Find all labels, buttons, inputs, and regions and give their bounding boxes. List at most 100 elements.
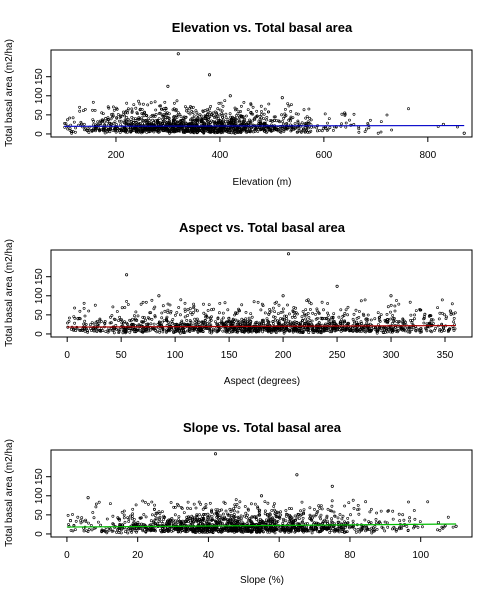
- data-point: [162, 516, 166, 519]
- data-point: [302, 312, 306, 316]
- data-point: [144, 515, 148, 519]
- data-point: [338, 528, 342, 532]
- data-point: [259, 526, 263, 530]
- data-point: [135, 530, 138, 534]
- data-point: [124, 329, 128, 333]
- data-point: [209, 119, 213, 123]
- data-point: [307, 529, 311, 533]
- y-tick-label: 0: [34, 131, 45, 137]
- x-tick-label: 60: [274, 550, 286, 561]
- data-point: [294, 327, 297, 331]
- data-point: [275, 127, 279, 131]
- data-point: [315, 126, 319, 130]
- data-point: [220, 522, 224, 525]
- data-point: [79, 120, 83, 124]
- data-point: [318, 530, 321, 533]
- data-point: [137, 99, 140, 103]
- data-point: [235, 131, 239, 134]
- data-point: [82, 322, 86, 326]
- data-point: [352, 319, 356, 323]
- data-point: [249, 122, 253, 125]
- data-point: [163, 108, 167, 112]
- data-point: [321, 127, 325, 131]
- data-point: [284, 127, 287, 131]
- data-point: [172, 121, 175, 125]
- data-point: [401, 326, 405, 330]
- data-point: [170, 320, 174, 324]
- data-point: [212, 307, 216, 311]
- data-point: [130, 110, 134, 113]
- data-point: [138, 516, 142, 520]
- data-point: [163, 116, 167, 119]
- data-point: [121, 321, 125, 325]
- data-point: [94, 127, 98, 131]
- data-point: [87, 309, 91, 313]
- data-point: [150, 527, 153, 531]
- trend-line: [63, 124, 465, 127]
- x-ticks: 200 400 600 800: [108, 137, 437, 161]
- data-point: [199, 114, 203, 118]
- data-point: [385, 328, 389, 332]
- plot-frame: [50, 49, 473, 138]
- data-point: [357, 130, 361, 134]
- data-point: [315, 307, 319, 311]
- data-point: [446, 515, 450, 519]
- data-point: [320, 529, 324, 532]
- data-point: [122, 516, 126, 520]
- data-point: [416, 525, 420, 529]
- data-point: [202, 302, 205, 306]
- data-point: [91, 511, 95, 514]
- data-point: [160, 520, 163, 524]
- data-point: [314, 317, 318, 321]
- data-point: [195, 515, 199, 519]
- data-point: [115, 530, 118, 534]
- data-point: [120, 527, 124, 531]
- data-point: [323, 112, 327, 116]
- data-point: [336, 328, 339, 332]
- data-point: [166, 308, 170, 312]
- data-point: [82, 529, 86, 533]
- data-point: [183, 309, 187, 313]
- data-point: [308, 116, 312, 120]
- data-point: [66, 321, 69, 325]
- data-point: [287, 312, 291, 316]
- x-tick-label: 200: [275, 350, 292, 361]
- data-point: [300, 319, 304, 323]
- data-point: [281, 307, 285, 311]
- data-point: [165, 121, 169, 125]
- data-point: [92, 119, 96, 123]
- data-point: [407, 326, 411, 330]
- data-point: [379, 509, 383, 513]
- data-point: [109, 315, 112, 319]
- data-point: [221, 316, 225, 320]
- data-point: [134, 310, 138, 314]
- data-point: [211, 530, 215, 534]
- data-point: [113, 318, 117, 322]
- data-point: [149, 519, 153, 523]
- data-point: [208, 316, 212, 320]
- data-point: [422, 315, 426, 318]
- data-point: [191, 111, 195, 115]
- data-point: [250, 119, 254, 123]
- y-tick-label: 50: [34, 309, 45, 321]
- data-point: [301, 516, 305, 520]
- data-point: [294, 527, 298, 531]
- data-point: [236, 112, 240, 116]
- data-point: [299, 514, 302, 517]
- data-point: [342, 528, 346, 531]
- data-point: [371, 526, 375, 530]
- data-point: [94, 505, 98, 509]
- data-point: [331, 520, 334, 524]
- data-point: [234, 526, 238, 530]
- data-point: [410, 321, 414, 325]
- data-point: [366, 122, 370, 125]
- data-point: [126, 303, 130, 306]
- data-point: [313, 514, 317, 518]
- data-point: [82, 109, 85, 113]
- data-point: [241, 326, 244, 330]
- data-point: [111, 514, 115, 518]
- y-tick-label: 100: [34, 287, 45, 304]
- data-point: [178, 528, 182, 531]
- data-point: [180, 507, 184, 510]
- data-point: [133, 317, 137, 321]
